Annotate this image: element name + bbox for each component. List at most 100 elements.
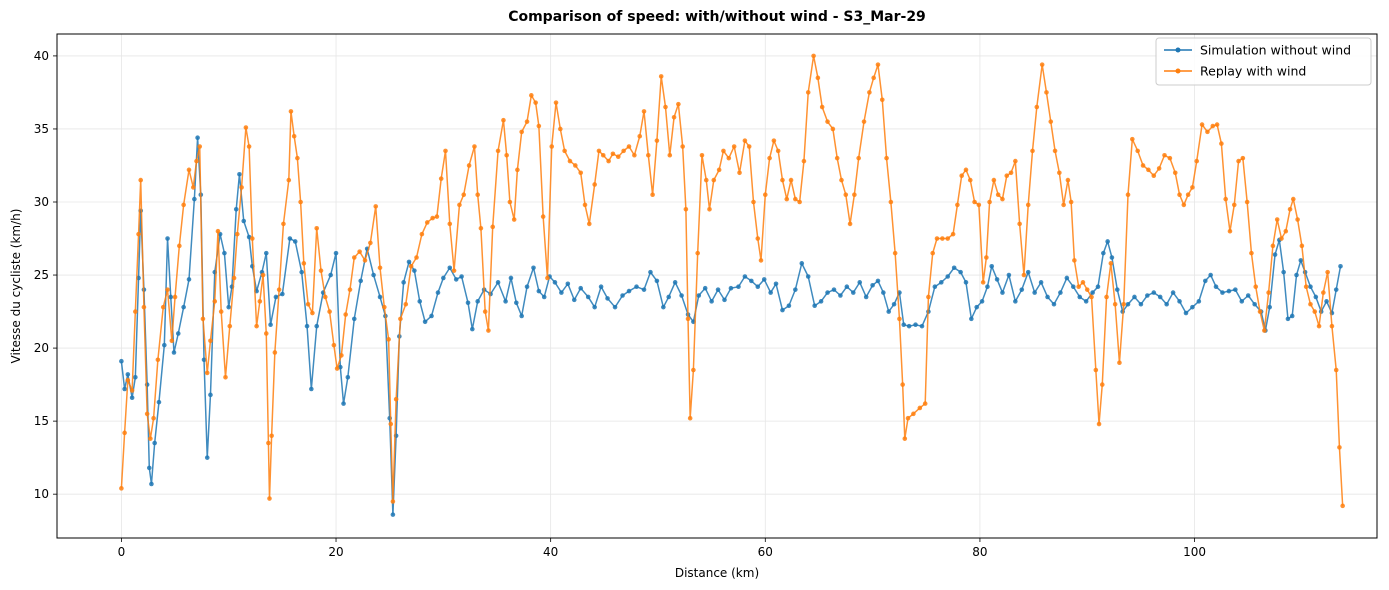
data-point-simulation — [1138, 301, 1144, 307]
data-point-replay — [945, 236, 951, 241]
data-point-simulation — [1090, 290, 1095, 295]
data-point-replay — [1084, 287, 1090, 292]
data-point-simulation — [1145, 293, 1150, 298]
data-point-simulation — [351, 316, 357, 322]
data-point-replay — [632, 152, 637, 158]
data-point-simulation — [237, 171, 242, 177]
data-point-replay — [758, 258, 764, 263]
data-point-replay — [1135, 148, 1140, 154]
data-point-replay — [917, 405, 923, 411]
data-point-simulation — [648, 269, 653, 275]
data-point-replay — [751, 199, 756, 205]
data-point-replay — [963, 167, 969, 173]
data-point-simulation — [1177, 299, 1182, 304]
data-point-replay — [755, 236, 761, 241]
data-point-replay — [1312, 309, 1318, 314]
data-point-replay — [1044, 90, 1049, 95]
data-point-replay — [1231, 202, 1237, 208]
data-point-simulation — [979, 299, 985, 304]
data-point-replay — [1172, 170, 1178, 176]
data-point-simulation — [273, 294, 279, 300]
data-point-simulation — [1019, 287, 1025, 292]
data-point-simulation — [736, 284, 741, 290]
data-point-replay — [742, 138, 748, 143]
data-point-replay — [295, 155, 300, 161]
data-point-replay — [461, 192, 467, 197]
data-point-simulation — [406, 259, 412, 265]
data-point-simulation — [263, 250, 269, 256]
data-point-simulation — [222, 250, 227, 256]
data-point-simulation — [666, 294, 672, 300]
data-point-replay — [553, 100, 559, 105]
data-point-replay — [784, 196, 790, 202]
data-point-simulation — [1070, 284, 1076, 290]
data-point-replay — [641, 109, 647, 114]
data-point-simulation — [1157, 294, 1163, 300]
data-point-replay — [987, 199, 992, 205]
data-point-simulation — [857, 280, 863, 285]
data-point-replay — [495, 148, 501, 154]
data-point-replay — [215, 228, 221, 234]
data-point-replay — [905, 415, 911, 421]
data-point-replay — [671, 114, 677, 120]
data-point-replay — [119, 486, 124, 491]
data-point-simulation — [287, 236, 293, 241]
data-point-replay — [567, 158, 573, 164]
data-point-simulation — [1338, 263, 1343, 269]
x-tick-label: 100 — [1183, 545, 1206, 559]
data-point-replay — [136, 231, 141, 237]
data-point-simulation — [761, 277, 767, 282]
data-point-simulation — [524, 284, 530, 290]
data-point-replay — [573, 163, 578, 168]
data-point-replay — [830, 126, 836, 132]
data-point-replay — [331, 342, 337, 348]
data-point-simulation — [1213, 284, 1219, 290]
data-point-replay — [1039, 62, 1045, 67]
data-point-simulation — [985, 284, 990, 290]
data-point-replay — [695, 250, 700, 256]
series-line-replay — [120, 55, 1344, 506]
data-point-simulation — [204, 455, 210, 460]
data-point-simulation — [1196, 299, 1202, 304]
data-point-simulation — [1000, 290, 1005, 295]
data-point-replay — [1140, 163, 1146, 168]
data-point-replay — [351, 255, 357, 260]
data-point-simulation — [1272, 252, 1278, 257]
data-point-simulation — [371, 272, 376, 278]
ticks-layer: 0 20 40 60 80 100 10 15 20 25 30 35 40 — [34, 49, 1206, 559]
data-point-simulation — [679, 293, 684, 298]
data-point-simulation — [598, 284, 604, 290]
data-point-simulation — [531, 265, 536, 271]
legend-marker-replay — [1175, 68, 1181, 74]
data-point-simulation — [1245, 293, 1251, 298]
data-point-simulation — [162, 342, 167, 348]
data-point-simulation — [605, 296, 610, 301]
data-point-simulation — [1095, 284, 1101, 290]
data-point-replay — [257, 299, 263, 304]
data-point-replay — [155, 357, 161, 363]
data-point-replay — [507, 199, 513, 205]
data-point-simulation — [850, 290, 856, 295]
data-point-replay — [310, 310, 315, 316]
data-point-replay — [819, 104, 825, 110]
data-point-replay — [1244, 199, 1250, 205]
data-point-replay — [1052, 148, 1058, 154]
data-point-simulation — [377, 294, 383, 300]
data-point-simulation — [919, 323, 925, 329]
data-point-simulation — [1233, 287, 1238, 292]
data-point-replay — [558, 126, 563, 132]
data-point-replay — [746, 144, 752, 149]
data-point-replay — [892, 250, 898, 256]
legend-label-simulation: Simulation without wind — [1200, 43, 1351, 58]
data-point-simulation — [1239, 299, 1245, 304]
data-point-replay — [362, 258, 368, 263]
data-point-replay — [472, 144, 477, 149]
data-point-replay — [169, 338, 175, 344]
data-point-replay — [767, 155, 772, 161]
data-point-replay — [250, 236, 255, 241]
data-point-simulation — [805, 274, 811, 279]
data-point-simulation — [475, 299, 480, 304]
data-point-replay — [281, 221, 286, 227]
data-point-replay — [930, 250, 936, 256]
data-point-replay — [1112, 301, 1118, 307]
